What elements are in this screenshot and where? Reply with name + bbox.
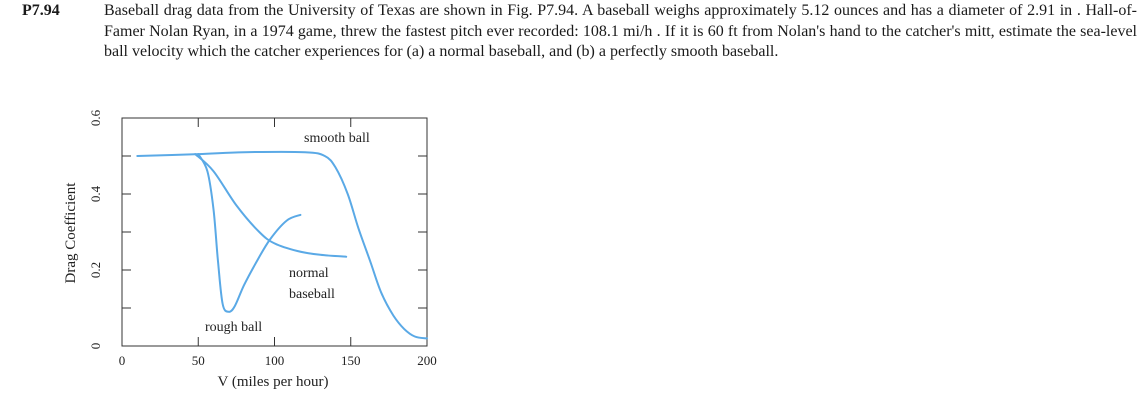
problem-statement: Baseball drag data from the University o… xyxy=(104,1,1137,63)
x-axis-label: V (miles per hour) xyxy=(218,374,329,390)
annotation-smooth-ball: smooth ball xyxy=(304,131,370,146)
problem-number: P7.94 xyxy=(22,2,60,19)
x-tick-label: 200 xyxy=(417,353,437,368)
x-tick-label: 0 xyxy=(119,353,126,368)
y-tick-label: 0.4 xyxy=(88,185,103,202)
series-normal-baseball-line xyxy=(194,153,348,258)
y-tick-label: 0.2 xyxy=(88,262,103,278)
x-tick-label: 50 xyxy=(192,353,205,368)
x-tick-label: 100 xyxy=(265,353,285,368)
problem-text: Baseball drag data from the University o… xyxy=(104,2,1137,60)
series-rough-ball-line xyxy=(197,153,302,313)
annotation-normal: normal xyxy=(289,266,329,281)
x-tick-label: 150 xyxy=(341,353,361,368)
series-smooth-ball-line xyxy=(136,150,428,340)
y-tick-label: 0.6 xyxy=(88,109,103,126)
y-tick-label: 0 xyxy=(88,343,103,350)
annotation-baseball: baseball xyxy=(289,287,335,302)
annotation-rough-ball: rough ball xyxy=(205,320,262,335)
tick-labels: 0 50 100 150 200 0 0.2 0.4 0.6 xyxy=(88,109,437,368)
y-axis-label: Drag Coefficient xyxy=(63,182,79,284)
tick-marks xyxy=(122,118,427,346)
series-lines xyxy=(136,150,428,340)
